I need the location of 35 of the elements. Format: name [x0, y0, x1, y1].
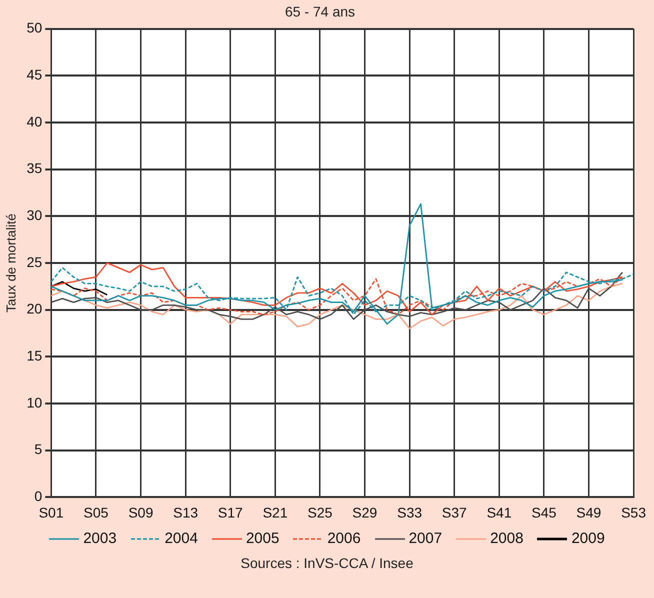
x-tick-label: S13	[173, 504, 198, 520]
x-tick-label: S41	[486, 504, 512, 520]
source-note: Sources : InVS-CCA / Insee	[240, 555, 414, 571]
legend-label: 2004	[164, 530, 198, 547]
y-tick-label: 20	[26, 300, 42, 317]
x-tick-label: S05	[84, 504, 109, 520]
legend-label: 2005	[246, 530, 280, 547]
x-tick-label: S53	[621, 504, 646, 520]
y-tick-label: 50	[26, 20, 42, 36]
x-tick-label: S21	[262, 504, 288, 520]
y-tick-label: 25	[26, 254, 42, 270]
x-tick-label: S33	[397, 504, 422, 520]
y-tick-label: 30	[26, 207, 42, 224]
y-tick-label: 40	[26, 113, 42, 130]
legend-label: 2007	[408, 530, 442, 547]
x-tick-label: S49	[576, 504, 602, 520]
y-tick-label: 35	[26, 160, 42, 176]
y-tick-label: 15	[26, 348, 42, 364]
legend-label: 2009	[571, 530, 605, 547]
legend-label: 2006	[327, 530, 361, 547]
x-tick-label: S37	[442, 504, 468, 520]
legend-label: 2008	[490, 530, 524, 547]
y-axis-title: Taux de mortalité	[3, 214, 18, 312]
y-tick-label: 10	[26, 394, 42, 410]
y-tick-label: 45	[26, 66, 42, 82]
y-tick-label: 0	[34, 488, 42, 504]
x-tick-label: S01	[38, 504, 64, 520]
x-tick-label: S09	[128, 504, 154, 520]
x-tick-label: S25	[308, 504, 333, 520]
x-tick-label: S29	[352, 504, 378, 520]
x-tick-label: S45	[531, 504, 557, 520]
chart-title: 65 - 74 ans	[284, 3, 356, 20]
x-tick-label: S17	[218, 504, 244, 520]
y-tick-label: 5	[34, 441, 42, 458]
legend-label: 2003	[83, 530, 117, 547]
